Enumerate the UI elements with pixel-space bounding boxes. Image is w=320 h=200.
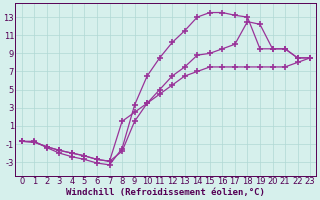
- X-axis label: Windchill (Refroidissement éolien,°C): Windchill (Refroidissement éolien,°C): [67, 188, 265, 197]
